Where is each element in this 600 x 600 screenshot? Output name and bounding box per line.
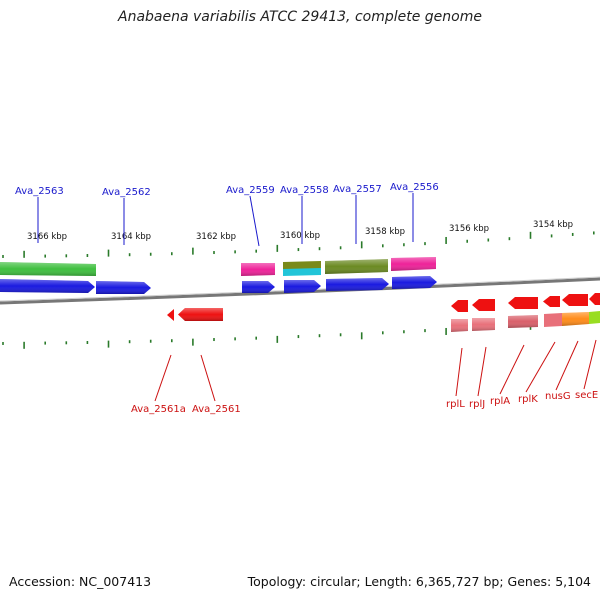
gene-arrow-red-rplK[interactable] xyxy=(543,296,560,307)
gene-label-ava-2563[interactable]: Ava_2563 xyxy=(15,186,64,197)
gene-label-ava-2557[interactable]: Ava_2557 xyxy=(333,184,382,195)
gene-label-ava-2562[interactable]: Ava_2562 xyxy=(102,187,151,198)
gene-label-ava-2561[interactable]: Ava_2561 xyxy=(192,404,241,415)
gene-arrow-red-nusG[interactable] xyxy=(562,294,588,306)
scale-label-3160: 3160 kbp xyxy=(280,231,320,241)
scale-label-3158: 3158 kbp xyxy=(365,227,405,237)
map-title: Anabaena variabilis ATCC 29413, complete… xyxy=(118,9,482,25)
scale-label-3166: 3166 kbp xyxy=(27,232,67,242)
scale-label-3162: 3162 kbp xyxy=(196,232,236,242)
scale-label-3156: 3156 kbp xyxy=(449,224,489,234)
gene-label-rplK[interactable]: rplK xyxy=(518,394,538,405)
gene-label-ava-2556[interactable]: Ava_2556 xyxy=(390,182,439,193)
gene-arrow-red-rplL[interactable] xyxy=(451,300,468,312)
gene-label-ava-2558[interactable]: Ava_2558 xyxy=(280,185,329,196)
gene-arrow-red-2561a[interactable] xyxy=(167,309,174,321)
reverse-feature-row-1 xyxy=(167,293,600,321)
gene-block-olive-2558[interactable] xyxy=(283,261,321,270)
lower-gene-labels: Ava_2561a Ava_2561 rplL rplJ rplA rplK n… xyxy=(131,390,598,415)
gene-label-rplL[interactable]: rplL xyxy=(446,399,465,410)
upper-scale-ticks xyxy=(2,231,595,258)
forward-feature-row-2 xyxy=(0,276,437,294)
scale-label-3154: 3154 kbp xyxy=(533,220,573,230)
gene-arrow-red-rplJ[interactable] xyxy=(472,299,495,311)
gene-label-rplJ[interactable]: rplJ xyxy=(469,399,485,410)
gene-block-cyan-2558[interactable] xyxy=(283,268,321,276)
gene-label-secE[interactable]: secE xyxy=(575,390,598,401)
gene-label-ava-2559[interactable]: Ava_2559 xyxy=(226,185,275,196)
gene-label-rplA[interactable]: rplA xyxy=(490,396,510,407)
reverse-feature-row-2 xyxy=(451,311,600,332)
upper-gene-labels: Ava_2563 Ava_2562 Ava_2559 Ava_2558 Ava_… xyxy=(15,182,439,198)
upper-label-leaders xyxy=(37,193,414,247)
accession-text: Accession: NC_007413 xyxy=(9,574,152,589)
gene-block-salmon-rplK[interactable] xyxy=(544,313,562,327)
forward-feature-row-1 xyxy=(0,257,436,276)
gene-label-ava-2561a[interactable]: Ava_2561a xyxy=(131,404,186,415)
gene-label-nusG[interactable]: nusG xyxy=(545,391,571,402)
scale-label-3164: 3164 kbp xyxy=(111,232,151,242)
lower-label-leaders xyxy=(154,339,597,402)
genome-summary-text: Topology: circular; Length: 6,365,727 bp… xyxy=(247,574,591,589)
gene-arrow-red-secE[interactable] xyxy=(589,293,600,305)
gene-arrow-red-rplA[interactable] xyxy=(508,297,538,309)
gene-block-lime-secE[interactable] xyxy=(589,311,600,324)
